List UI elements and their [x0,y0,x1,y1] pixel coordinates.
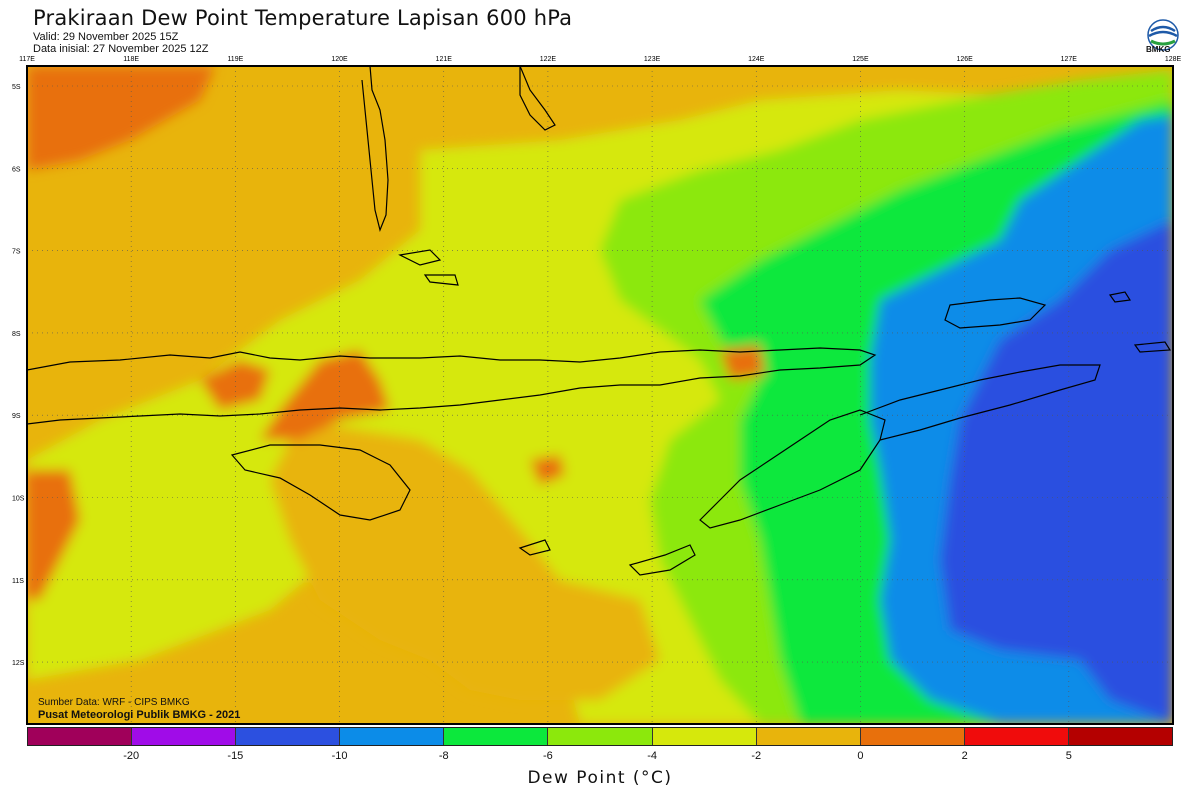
colorbar-segment [132,728,237,745]
colorbar-segment [860,728,965,745]
coast-sulawesi-sw [361,66,389,232]
lat-tick-label: 7S [12,249,21,256]
lon-tick-label: 119E [227,56,243,63]
page-title: Prakiraan Dew Point Temperature Lapisan … [33,6,573,30]
lon-tick-label: 124E [748,56,765,63]
source-org: Pusat Meteorologi Publik BMKG - 2021 [38,709,241,721]
colorbar-tick-label: -10 [331,750,348,762]
lon-tick-label: 125E [852,56,869,63]
field-dark-orange-w [27,470,80,600]
field-dark-orange-nw [27,66,215,170]
lat-tick-label: 6S [12,166,21,173]
colorbar-segment [756,728,861,745]
lat-lon-grid [27,66,1173,724]
coast-banda-arc [859,364,1101,441]
colorbar-segment [236,728,341,745]
coast-flores-sumbawa [27,347,877,425]
lon-tick-label: 123E [644,56,661,63]
field-dark-orange-1 [200,360,270,410]
coast-islands-e [1108,291,1172,353]
colorbar-tick-label: -4 [647,750,657,762]
latitude-labels: 5S 6S 7S 8S 9S 10S 11S 12S [12,84,25,667]
coast-kaledupa [398,249,459,286]
field-orange-mid [270,420,660,700]
colorbar-tick-label: 2 [961,750,968,762]
lon-tick-label: 118E [123,56,139,63]
colorbar-segment [652,728,757,745]
lat-tick-label: 11S [12,578,24,585]
colorbar-tick-label: -2 [751,750,762,762]
colorbar-segment [964,728,1069,745]
colorbar-tick-label: -20 [123,750,140,762]
bmkg-logo [1147,19,1179,51]
colorbar-tick-label: 5 [1065,750,1072,762]
colorbar-unit: Dew Point (°C) [527,768,673,788]
coast-sumba [230,444,411,521]
initial-time: Data inisial: 27 November 2025 12Z [33,43,209,55]
lat-tick-label: 10S [12,496,25,503]
colorbar-labels: -20 -15 -10 -8 -6 -4 -2 0 2 5 [27,750,1173,764]
lon-tick-label: 126E [956,56,973,63]
map-frame [26,65,1174,725]
field-dark-orange-4 [720,345,765,380]
lat-tick-label: 9S [12,413,21,420]
colorbar-tick-label: 0 [857,750,864,762]
lat-tick-label: 12S [12,660,25,667]
coast-sawu-rote [518,539,696,576]
lon-tick-label: 127E [1061,56,1078,63]
colorbar-tick-label: -6 [543,750,553,762]
coast-wetar [944,297,1047,329]
colorbar-tick-label: -15 [227,750,244,762]
lat-tick-label: 5S [12,84,21,91]
lat-tick-label: 8S [12,331,21,338]
field-blue [940,220,1173,724]
source-data: Sumber Data: WRF - CIPS BMKG [38,697,190,708]
colorbar-segment [340,728,445,745]
colorbar-segment [28,728,133,745]
coast-timor [699,409,886,529]
lon-tick-label: 120E [331,56,348,63]
valid-time: Valid: 29 November 2025 15Z [33,31,179,43]
coast-sulawesi-se [519,66,556,131]
colorbar-segment [1068,728,1173,745]
lon-tick-label: 122E [540,56,557,63]
logo-text: BMKG [1146,45,1171,54]
colorbar-tick-label: -8 [438,750,449,762]
colorbar-segment [548,728,653,745]
longitude-labels: 117E 118E 119E 120E 121E 122E 123E 124E 125E 126E… [19,56,1181,63]
dew-point-field [27,66,1173,724]
field-dark-orange-2 [260,350,390,440]
colorbar [27,727,1173,746]
coastlines [27,66,1172,576]
colorbar-segment [444,728,549,745]
lon-tick-label: 128E [1165,56,1182,63]
lon-tick-label: 121E [436,56,453,63]
field-dark-orange-3 [530,455,565,485]
lon-tick-label: 117E [19,56,35,63]
